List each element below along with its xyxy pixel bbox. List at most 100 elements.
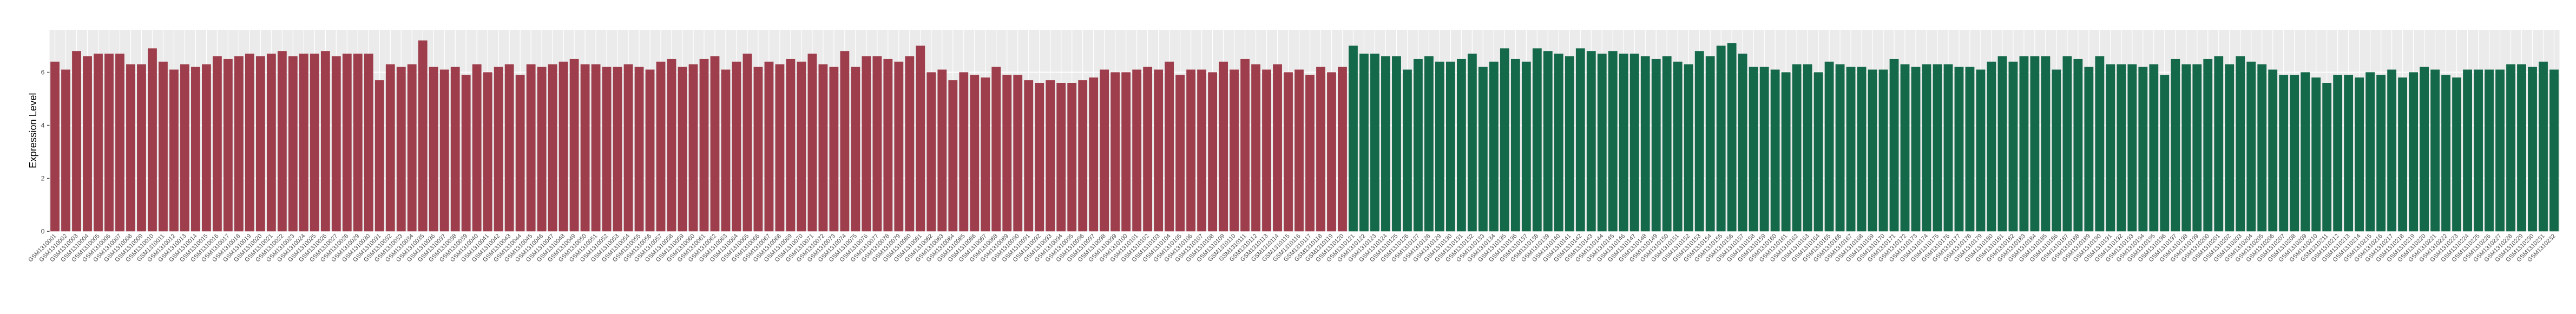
bar <box>1435 61 1444 232</box>
bar <box>2290 75 2299 232</box>
bar <box>169 69 179 232</box>
bar <box>1510 58 1520 232</box>
bar <box>407 64 417 232</box>
bar <box>115 54 124 232</box>
bar <box>2019 56 2029 232</box>
bar <box>515 75 525 232</box>
bar <box>483 72 492 232</box>
bar <box>1002 75 1012 232</box>
bar <box>472 64 482 232</box>
bar <box>2117 64 2126 232</box>
bar <box>1478 67 1488 232</box>
y-tick-label: 6 <box>41 68 45 76</box>
bar <box>2441 75 2450 232</box>
bar <box>72 51 81 232</box>
bar <box>1846 67 1856 232</box>
bar <box>2301 72 2310 232</box>
bar <box>1532 48 1542 232</box>
bar <box>2495 69 2505 232</box>
bar <box>1900 64 1910 232</box>
bar <box>2171 58 2180 232</box>
bar <box>721 69 731 232</box>
bar <box>374 80 384 232</box>
bar <box>2257 64 2267 232</box>
bar <box>688 64 698 232</box>
bar <box>959 72 969 232</box>
bar <box>1749 67 1758 232</box>
bar <box>2052 69 2061 232</box>
bar <box>2485 69 2494 232</box>
bar <box>613 67 622 232</box>
bar <box>851 67 860 232</box>
bar <box>2387 69 2397 232</box>
bar <box>2214 56 2224 232</box>
bar <box>310 54 319 232</box>
bar <box>1100 69 1109 232</box>
bar <box>2344 75 2354 232</box>
bar <box>1554 54 1563 232</box>
y-axis-label: Expression Level <box>27 93 38 168</box>
bar <box>266 54 276 232</box>
bar <box>1878 69 1888 232</box>
bar <box>1543 51 1553 232</box>
bar <box>2041 56 2051 232</box>
bar <box>883 58 893 232</box>
bar <box>1445 61 1455 232</box>
bar <box>667 58 676 232</box>
bar <box>1467 54 1477 232</box>
bar <box>1889 58 1899 232</box>
bar <box>1759 67 1769 232</box>
bar <box>2236 56 2245 232</box>
bar <box>1121 72 1131 232</box>
bar <box>1705 56 1715 232</box>
bar <box>504 64 514 232</box>
bar <box>807 54 817 232</box>
bar <box>991 67 1001 232</box>
bar <box>1219 61 1228 232</box>
bar <box>1792 64 1802 232</box>
bar <box>418 40 428 232</box>
bar <box>2474 69 2483 232</box>
y-tick-label: 2 <box>41 174 45 182</box>
bar <box>1359 54 1369 232</box>
bar <box>970 75 980 232</box>
bar <box>1056 83 1066 232</box>
bar <box>148 48 157 232</box>
bar <box>223 58 233 232</box>
bar <box>602 67 612 232</box>
bar <box>396 67 406 232</box>
bar <box>526 64 536 232</box>
bar <box>2095 56 2105 232</box>
bar <box>1673 61 1683 232</box>
bar <box>2398 77 2408 232</box>
bar <box>1262 69 1271 232</box>
bar <box>580 64 590 232</box>
bar <box>1911 67 1921 232</box>
bar <box>439 69 449 232</box>
bar <box>1976 69 1986 232</box>
bar <box>2149 64 2159 232</box>
bar <box>277 51 287 232</box>
bar <box>818 64 828 232</box>
bar <box>1230 69 1239 232</box>
bar <box>2008 61 2018 232</box>
bar <box>2355 77 2364 232</box>
bar <box>94 54 103 232</box>
bar <box>2279 75 2289 232</box>
bar <box>1835 64 1845 232</box>
bar <box>1414 58 1423 232</box>
bar <box>1597 54 1607 232</box>
bar <box>2246 61 2256 232</box>
bar <box>840 51 850 232</box>
bar <box>2463 69 2472 232</box>
bar <box>937 69 947 232</box>
bar <box>1684 64 1693 232</box>
bar <box>126 64 135 232</box>
bar <box>753 67 763 232</box>
bar <box>829 67 839 232</box>
bar <box>2506 64 2515 232</box>
bar <box>1997 56 2007 232</box>
bar <box>1489 61 1499 232</box>
bar <box>331 56 341 232</box>
bar <box>255 56 265 232</box>
